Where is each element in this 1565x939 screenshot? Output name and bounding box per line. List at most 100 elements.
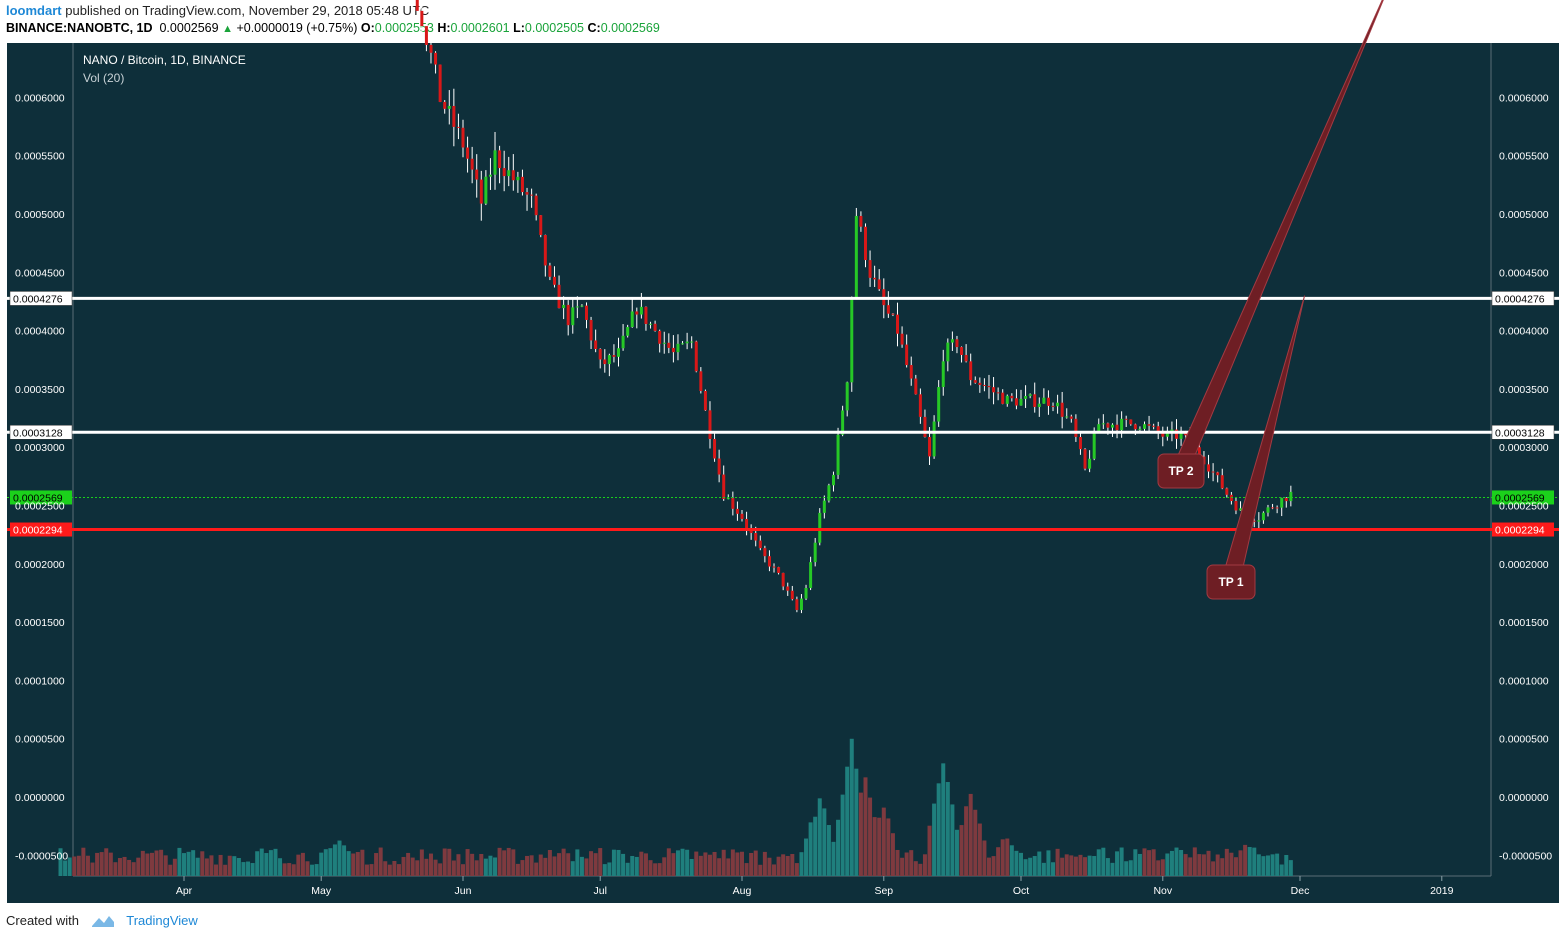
volume-bar xyxy=(81,847,86,876)
candle-body xyxy=(557,284,561,309)
candle-body xyxy=(621,335,625,349)
candle-body xyxy=(1014,398,1018,406)
volume-bar xyxy=(140,850,145,876)
y-tick-right: 0.0006500 xyxy=(1499,34,1549,46)
volume-bar xyxy=(127,859,132,876)
high-label: H: xyxy=(437,21,451,35)
y-tick-right: 0.0003500 xyxy=(1499,384,1549,396)
candle-body xyxy=(612,355,616,357)
candle-body xyxy=(498,150,502,169)
volume-bar xyxy=(204,858,209,876)
candle-body xyxy=(603,359,607,365)
volume-bar xyxy=(328,848,333,876)
volume-bar xyxy=(840,794,845,876)
volume-bar xyxy=(964,806,969,876)
candle-body xyxy=(630,311,634,328)
volume-bar xyxy=(804,838,809,876)
callouts: TP 2 TP 1 xyxy=(1157,0,1384,600)
symbol-label: BINANCE:NANOBTC, 1D xyxy=(6,21,153,35)
volume-bar xyxy=(621,853,626,876)
callout-box[interactable] xyxy=(1157,453,1205,489)
volume-bar xyxy=(776,856,781,876)
level-tag-left xyxy=(10,522,72,537)
chart-background xyxy=(7,43,1559,903)
volume-bar xyxy=(927,825,932,876)
candle-body xyxy=(841,410,845,435)
volume-bar xyxy=(707,854,712,876)
volume-bar xyxy=(1288,860,1293,876)
y-tick-right: 0.0001500 xyxy=(1499,617,1549,629)
author-link[interactable]: loomdart xyxy=(6,3,62,18)
candle-body xyxy=(685,341,689,344)
volume-bar xyxy=(611,849,616,876)
y-tick-left: 0.0006000 xyxy=(15,92,65,104)
candle-body xyxy=(1239,508,1243,511)
candle-body xyxy=(470,158,474,170)
volume-bar xyxy=(566,853,571,876)
volume-bar xyxy=(72,856,77,876)
volume-bar xyxy=(790,854,795,876)
volume-bar xyxy=(191,850,196,876)
candle-body xyxy=(1252,520,1256,522)
candle-body xyxy=(589,319,593,341)
y-tick-right: -0.0001000 xyxy=(1499,909,1552,921)
volume-bar xyxy=(58,848,63,876)
callout-box[interactable] xyxy=(1206,564,1256,600)
candle-body xyxy=(786,586,790,591)
volume-bar xyxy=(794,863,799,876)
volume-bar xyxy=(300,852,305,876)
volume-bar xyxy=(424,858,429,876)
volume-bar xyxy=(607,862,612,876)
volume-bar xyxy=(104,848,109,876)
footer: Created with TradingView xyxy=(6,913,198,928)
candle-body xyxy=(456,126,460,128)
volume-bar xyxy=(689,858,694,876)
volume-bar xyxy=(616,849,621,876)
tradingview-link[interactable]: TradingView xyxy=(126,913,198,928)
horizontal-levels: 0.00071030.00071030.00042760.00042760.00… xyxy=(7,291,1559,537)
candle-body xyxy=(466,147,470,159)
volume-bar xyxy=(520,860,525,876)
volume-bar xyxy=(1252,847,1257,876)
volume-bar xyxy=(278,858,283,876)
volume-bar xyxy=(982,840,987,876)
candle-body xyxy=(1280,498,1284,508)
level-tag-text: 0.0003128 xyxy=(13,427,63,439)
volume-bar xyxy=(529,855,534,876)
volume-bar xyxy=(1238,850,1243,876)
candle-body xyxy=(434,52,438,65)
candle-body xyxy=(479,179,483,204)
volume-bar xyxy=(863,777,868,876)
candle-body xyxy=(831,474,835,486)
candle-body xyxy=(950,339,954,343)
last-price: 0.0002569 xyxy=(159,21,219,35)
candle-body xyxy=(1266,507,1270,513)
candle-body xyxy=(1275,507,1279,509)
candle-body xyxy=(502,168,506,177)
volume-bar xyxy=(593,853,598,876)
volume-bar xyxy=(950,804,955,876)
volume-bar xyxy=(1160,859,1165,876)
volume-bar xyxy=(909,850,914,876)
volume-bar xyxy=(584,858,589,876)
candle-body xyxy=(1165,431,1169,437)
volume-bar xyxy=(1115,851,1120,876)
candle-body xyxy=(900,333,904,345)
volume-bar xyxy=(163,855,168,876)
y-tick-left: 0.0004000 xyxy=(15,326,65,338)
volume-bar xyxy=(749,852,754,876)
volume-bar xyxy=(525,855,530,876)
volume-bar xyxy=(822,808,827,876)
candle-body xyxy=(475,169,479,180)
volume-bar xyxy=(1142,848,1147,876)
candle-body xyxy=(1225,488,1229,495)
level-tag-right xyxy=(1492,490,1554,505)
candle-body xyxy=(1175,429,1179,439)
candle-body xyxy=(1056,402,1060,407)
volume-bar xyxy=(881,807,886,876)
volume-bar xyxy=(1019,852,1023,876)
volume-bar xyxy=(781,854,786,876)
candle-body xyxy=(1097,424,1101,434)
tradingview-logo-icon xyxy=(91,916,114,927)
